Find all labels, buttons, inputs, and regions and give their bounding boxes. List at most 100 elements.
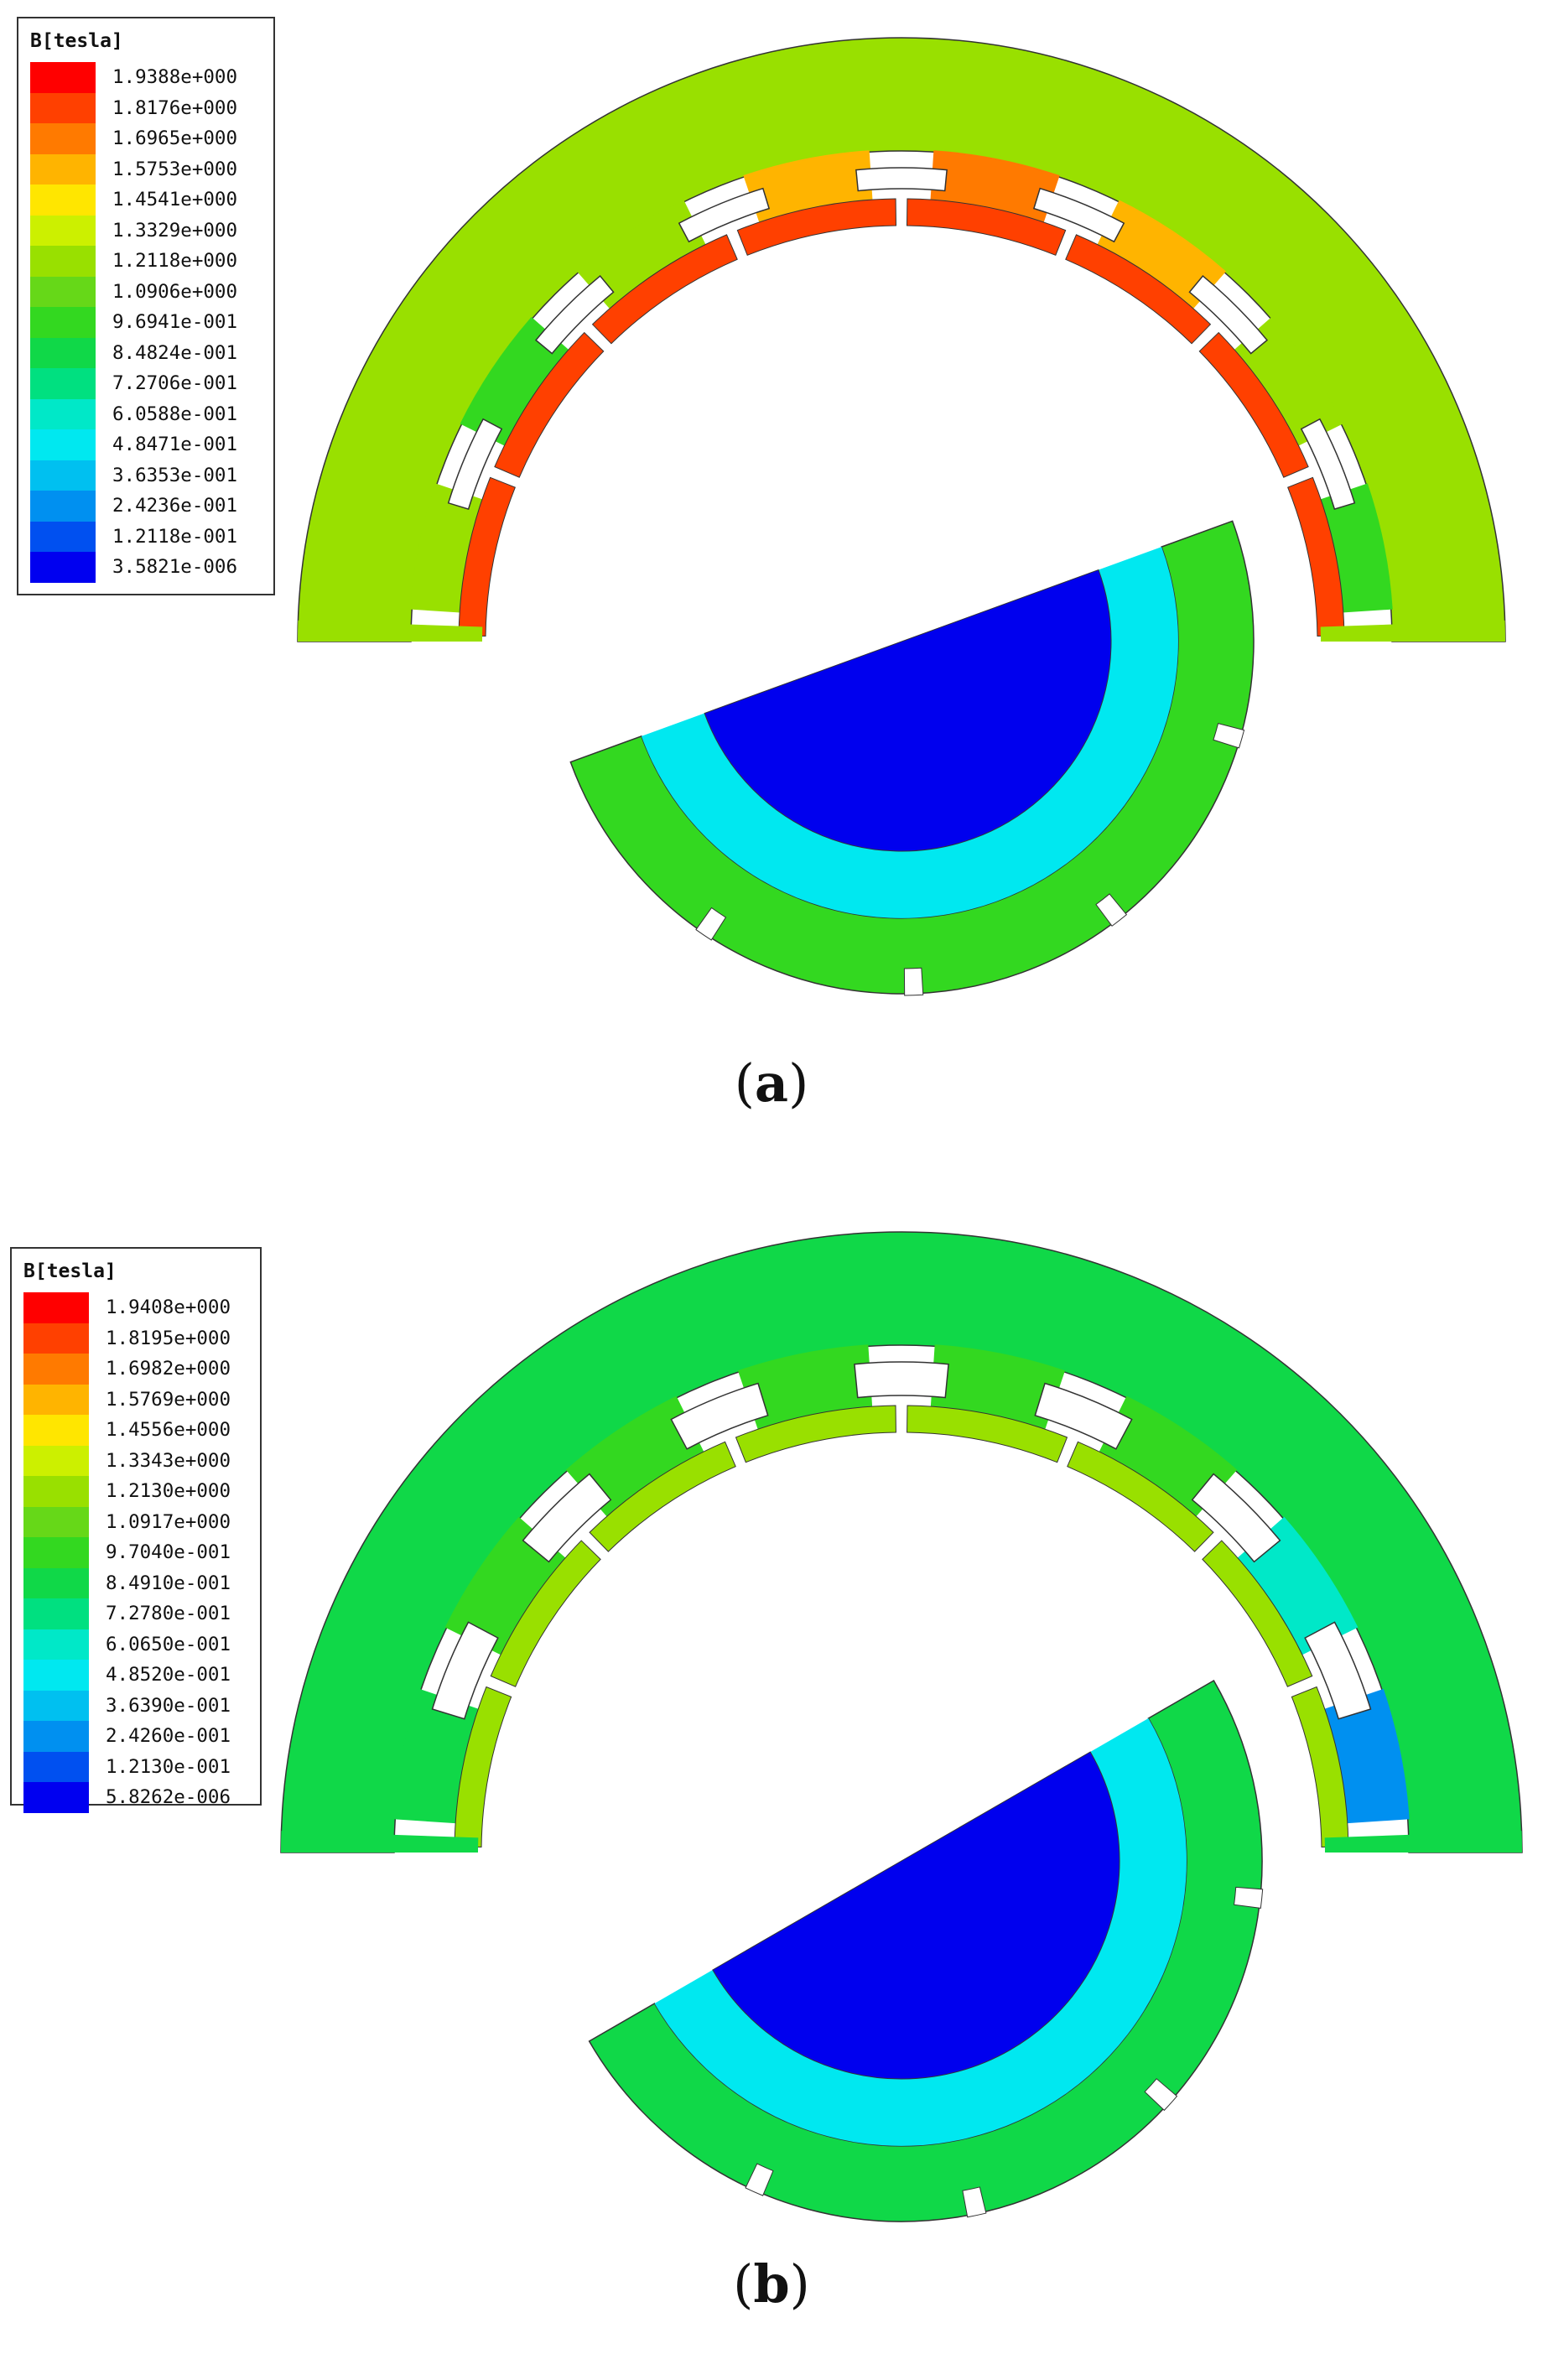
tooth-tip [1287, 476, 1345, 637]
legend-swatch [23, 1751, 89, 1782]
panel-b: B[tesla] 1.9408e+000 1.8195e+000 1.6982e+0… [0, 1190, 1543, 2380]
stator-tooth [1216, 316, 1343, 456]
legend-value: 1.4541e+000 [112, 189, 238, 211]
legend-row: 1.9408e+000 [23, 1292, 252, 1323]
rotor-gap [745, 2163, 774, 2196]
legend-swatch [23, 1354, 89, 1385]
tooth-tip [736, 198, 897, 256]
legend-value: 3.5821e-006 [112, 556, 238, 579]
legend-value: 1.3343e+000 [106, 1449, 231, 1472]
legend-swatch [23, 1445, 89, 1476]
legend-value: 6.0650e-001 [106, 1633, 231, 1655]
legend-value: 1.2130e-001 [106, 1755, 231, 1778]
stator-end [281, 1831, 479, 1853]
stator-end [298, 620, 483, 642]
legend-row: 6.0650e-001 [23, 1629, 252, 1660]
legend-swatch [30, 521, 96, 552]
legend-row: 3.5821e-006 [30, 552, 265, 583]
legend-swatch [23, 1567, 89, 1598]
rotor-gap [1095, 893, 1128, 927]
legend-row: 2.4260e-001 [23, 1721, 252, 1752]
legend-b: B[tesla] 1.9408e+000 1.8195e+000 1.6982e+0… [10, 1247, 262, 1813]
caption-b: (b) [733, 2253, 810, 2315]
legend-swatch [30, 491, 96, 522]
legend-value: 1.9408e+000 [106, 1297, 231, 1319]
rotor-gap [962, 2186, 987, 2218]
tooth-tip [1202, 1540, 1313, 1687]
stator-end [1324, 1831, 1522, 1853]
legend-value: 3.6353e-001 [112, 464, 238, 486]
legend-value: 1.2118e-001 [112, 525, 238, 548]
legend-row: 1.3343e+000 [23, 1445, 252, 1476]
legend-value: 8.4824e-001 [112, 341, 238, 364]
legend-row: 3.6353e-001 [30, 460, 265, 491]
legend-row: 1.5753e+000 [30, 153, 265, 184]
legend-swatch [30, 429, 96, 460]
legend-value: 1.2118e+000 [112, 250, 238, 273]
rotor-gap [695, 907, 727, 941]
stator-slot [678, 187, 771, 243]
legend-swatch [23, 1476, 89, 1507]
legend-swatch [23, 1323, 89, 1354]
stator-tooth [1087, 200, 1227, 327]
stator-slot [1188, 274, 1269, 355]
stator-end [1320, 620, 1505, 642]
legend-row: 7.2706e-001 [30, 368, 265, 399]
legend-swatch [30, 184, 96, 216]
legend-value: 1.6965e+000 [112, 127, 238, 150]
legend-swatch [30, 552, 96, 583]
stator-tooth [576, 200, 716, 327]
legend-value: 2.4260e-001 [106, 1725, 231, 1748]
stator-slot [1304, 1621, 1372, 1720]
rotor-ring [569, 520, 1255, 995]
rotor-gap [1234, 1886, 1264, 1909]
legend-title: B[tesla] [30, 30, 123, 52]
legend-swatch [30, 368, 96, 399]
legend-value: 1.3329e+000 [112, 219, 238, 242]
rotor-core [704, 569, 1112, 852]
rotor-gap [1213, 723, 1245, 749]
legend-value: 1.2130e+000 [106, 1480, 231, 1503]
legend-value: 7.2706e-001 [112, 372, 238, 395]
legend-value: 1.8176e+000 [112, 96, 238, 119]
legend-value: 1.9388e+000 [112, 66, 238, 89]
legend-swatch [30, 123, 96, 154]
legend-swatch [30, 337, 96, 368]
legend-value: 6.0588e-001 [112, 403, 238, 425]
legend-swatch [23, 1415, 89, 1446]
legend-value: 1.5753e+000 [112, 158, 238, 180]
stator-slot [447, 418, 503, 511]
rotor [569, 520, 1255, 996]
legend-swatch [23, 1384, 89, 1415]
legend-row: 2.4236e-001 [30, 491, 265, 522]
legend-value: 1.5769e+000 [106, 1388, 231, 1411]
rotor-gap [903, 967, 924, 996]
legend-row: 4.8471e-001 [30, 429, 265, 460]
caption-a: (a) [734, 1052, 809, 1114]
tooth-tip [591, 234, 738, 345]
legend-row: 9.6941e-001 [30, 307, 265, 338]
tooth-tip [490, 1540, 601, 1687]
legend-swatch [30, 92, 96, 123]
rotor [588, 1679, 1264, 2222]
rotor-inner-ring [654, 1718, 1187, 2146]
stator-slot [534, 274, 615, 355]
legend-value: 4.8520e-001 [106, 1664, 231, 1686]
stator-slot [854, 1361, 949, 1399]
stator-slot [1032, 187, 1125, 243]
legend-row: 8.4910e-001 [23, 1567, 252, 1598]
stator-tooth [460, 316, 587, 456]
legend-row: 1.8176e+000 [30, 92, 265, 123]
legend-row: 1.0917e+000 [23, 1506, 252, 1537]
tooth-tip [589, 1441, 736, 1552]
rotor-gap [1144, 2078, 1178, 2112]
legend-row: 1.8195e+000 [23, 1323, 252, 1354]
legend-value: 8.4910e-001 [106, 1572, 231, 1594]
tooth-tip [1067, 1441, 1214, 1552]
legend-swatch [23, 1506, 89, 1537]
legend-value: 1.8195e+000 [106, 1327, 231, 1349]
rotor-inner-ring [641, 547, 1178, 918]
legend-rows: 1.9388e+000 1.8176e+000 1.6965e+000 1.5753e… [30, 62, 265, 583]
flux-density-plot-b [280, 1231, 1523, 2222]
legend-a: B[tesla] 1.9388e+000 1.8176e+000 1.6965e+0… [17, 17, 275, 595]
